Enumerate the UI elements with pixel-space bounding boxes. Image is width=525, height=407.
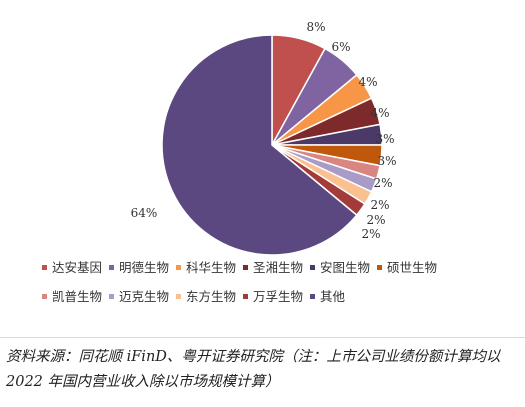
slice-data-label: 4% (358, 75, 377, 89)
legend-swatch (109, 294, 114, 299)
legend-swatch (377, 265, 382, 270)
legend-entry: 迈克生物 (119, 289, 169, 304)
slice-data-label: 2% (366, 213, 385, 227)
legend-swatch (243, 294, 248, 299)
source-divider (0, 337, 525, 338)
slice-data-label: 4% (370, 106, 389, 120)
slice-data-label: 2% (373, 176, 392, 190)
legend-swatch (310, 265, 315, 270)
slice-data-label: 2% (361, 227, 380, 241)
pie-slice-11 (161, 34, 358, 256)
legend-entry: 明德生物 (119, 260, 169, 275)
legend-entry: 硕世生物 (387, 260, 437, 275)
source-note: 资料来源：同花顺 iFinD、粤开证券研究院（注：上市公司业绩份额计算均以 20… (6, 349, 501, 390)
legend-entry: 凯普生物 (52, 289, 102, 304)
legend-entry: 圣湘生物 (253, 260, 303, 275)
slice-data-label: 3% (375, 132, 394, 146)
legend-entry: 东方生物 (186, 289, 236, 304)
legend-entry: 安图生物 (320, 260, 370, 275)
legend-entry: 科华生物 (186, 260, 236, 275)
legend-swatch (42, 265, 47, 270)
slice-data-label: 8% (306, 20, 325, 34)
pie-slices (161, 34, 383, 256)
legend-entry: 万孚生物 (253, 289, 303, 304)
legend-swatch (109, 265, 114, 270)
legend-entry: 其他 (320, 289, 346, 304)
legend-swatch (310, 294, 315, 299)
pie-chart: 8%6%4%4%3%3%2%2%2%2%64% 达安基因 明德生物 科华生物 圣湘生物… (42, 20, 437, 304)
legend-swatch (176, 265, 181, 270)
slice-data-label: 6% (331, 40, 350, 54)
legend-swatch (176, 294, 181, 299)
legend-swatch (42, 294, 47, 299)
legend-entry: 达安基因 (52, 260, 102, 275)
slice-data-label: 3% (377, 154, 396, 168)
slice-data-label: 64% (131, 206, 158, 220)
pie-data-labels: 8%6%4%4%3%3%2%2%2%2%64% (131, 20, 397, 241)
legend-swatch (243, 265, 248, 270)
slice-data-label: 2% (370, 198, 389, 212)
